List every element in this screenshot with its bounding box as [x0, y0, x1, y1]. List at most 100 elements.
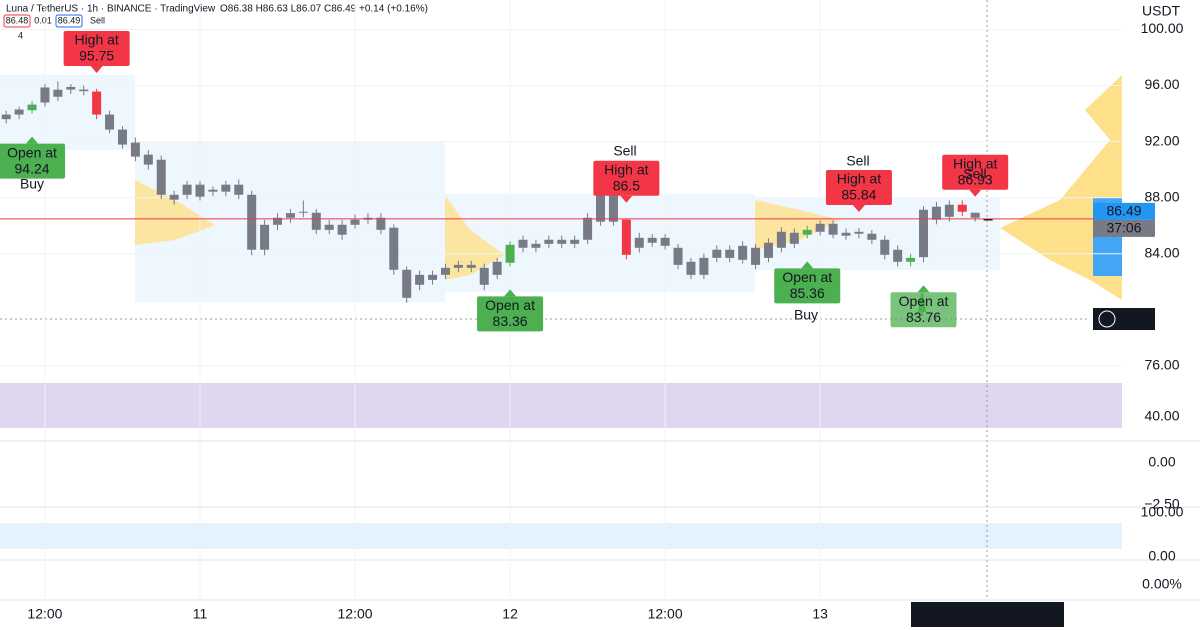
candle-body: [479, 267, 489, 285]
indicator-axis-label: 0.00%: [1142, 576, 1182, 592]
high-label-box: [825, 170, 892, 205]
annotation-value: 85.84: [841, 187, 876, 203]
annotation-text: High at: [953, 155, 997, 171]
candle-body: [428, 274, 438, 280]
candle-body: [557, 239, 567, 244]
candle-body: [621, 219, 631, 255]
annotation-value: 95.75: [79, 48, 114, 64]
annotation-text: Open at: [485, 297, 535, 313]
candle-body: [828, 223, 838, 235]
signal-label: Buy: [794, 307, 818, 323]
crosshair-time-box: [911, 602, 1064, 627]
x-tick-label: 12: [502, 606, 518, 622]
candle-body: [27, 104, 37, 111]
annotation-text: Open at: [782, 269, 832, 285]
candle-body: [298, 211, 308, 213]
candle-body: [763, 242, 773, 258]
candle-body: [234, 184, 244, 195]
candle-body: [647, 237, 657, 243]
candle-body: [725, 249, 735, 258]
candle-body: [169, 194, 179, 200]
candle-body: [53, 89, 63, 97]
open-label-box: [774, 268, 841, 304]
candle-body: [402, 269, 412, 298]
candle-body: [802, 229, 812, 235]
symbol: Luna / TetherUS · 1h · BINANCE · Trading…: [6, 4, 216, 15]
candle-body: [492, 261, 502, 275]
volume-profile: [1000, 75, 1122, 300]
candle-body: [156, 159, 166, 195]
annotation-text: High at: [837, 171, 881, 187]
signal-label: Sell: [963, 166, 986, 182]
annotation-text: High at: [74, 32, 118, 48]
indicator-axis-label: 100.00: [1141, 504, 1184, 520]
candle-body: [751, 247, 761, 265]
open-label-box: [890, 292, 957, 328]
candle-body: [324, 224, 334, 230]
crosshair-plus: [1098, 310, 1116, 328]
crosshair-price-box: [1093, 308, 1155, 330]
annotation-value: 85.36: [790, 285, 825, 301]
label-pointer: [801, 261, 814, 269]
candle-body: [596, 194, 606, 222]
crosshair-date: 13 Abr '22: [929, 606, 992, 622]
candle-body: [285, 213, 295, 218]
indicator-axis-label: 40.00: [1144, 408, 1179, 424]
candle-body: [337, 224, 347, 235]
bid: 86.48: [6, 15, 29, 25]
candle-body: [867, 233, 877, 240]
candle-body: [738, 245, 748, 260]
candle-body: [208, 189, 218, 192]
candle-body: [531, 243, 541, 248]
candle-body: [893, 249, 903, 262]
x-tick-label: 12:00: [648, 606, 683, 622]
candle-body: [389, 227, 399, 270]
label-pointer: [504, 289, 517, 297]
candle-body: [247, 194, 257, 250]
sell-label: Sell: [90, 15, 105, 25]
label-pointer: [620, 195, 633, 203]
candle-body: [466, 264, 476, 268]
label-pointer: [90, 66, 103, 74]
open-label-box: [477, 296, 544, 332]
y-tick-label: 92.00: [1144, 132, 1179, 148]
annotation-text: Open at: [7, 144, 57, 160]
volume-profile: [135, 180, 215, 245]
candle-body: [105, 114, 115, 130]
x-tick-label: 13: [812, 606, 828, 622]
candle-body: [182, 184, 192, 195]
candle-body: [350, 219, 360, 225]
x-tick-label: 12:00: [338, 606, 373, 622]
volume-profile: [445, 195, 505, 280]
annotation-value: 83.36: [493, 313, 528, 329]
indicator-axis-label: 0.00: [1148, 548, 1175, 564]
candle-body: [608, 194, 618, 222]
bid-box: [3, 14, 31, 28]
annotation-value: 94.24: [15, 160, 50, 176]
y-tick-label: 76.00: [1144, 357, 1179, 373]
high-label-box: [63, 31, 130, 67]
candle-body: [66, 86, 76, 90]
candle-body: [518, 239, 528, 248]
price-label: 86.49: [1106, 203, 1141, 219]
candle-body: [673, 247, 683, 265]
volume-profile: [755, 200, 840, 250]
countdown: 37:06: [1106, 220, 1141, 236]
candle-body: [260, 224, 270, 250]
candle-body: [117, 129, 127, 145]
high-label-box: [942, 154, 1009, 190]
candle-body: [983, 218, 993, 221]
candle-body: [686, 261, 696, 275]
candle-body: [634, 237, 644, 248]
x-tick-label: 12:00: [27, 606, 62, 622]
currency: USDT: [1142, 3, 1181, 19]
spread: 0.01: [34, 15, 52, 25]
candle-body: [776, 231, 786, 248]
open-label-box: [0, 143, 66, 179]
crosshair-price: 79.52: [1114, 310, 1149, 326]
candle-body: [273, 217, 283, 225]
candle-body: [570, 239, 580, 244]
candle-body: [906, 257, 916, 262]
annotation-text: High at: [604, 161, 648, 177]
candle-body: [880, 239, 890, 255]
